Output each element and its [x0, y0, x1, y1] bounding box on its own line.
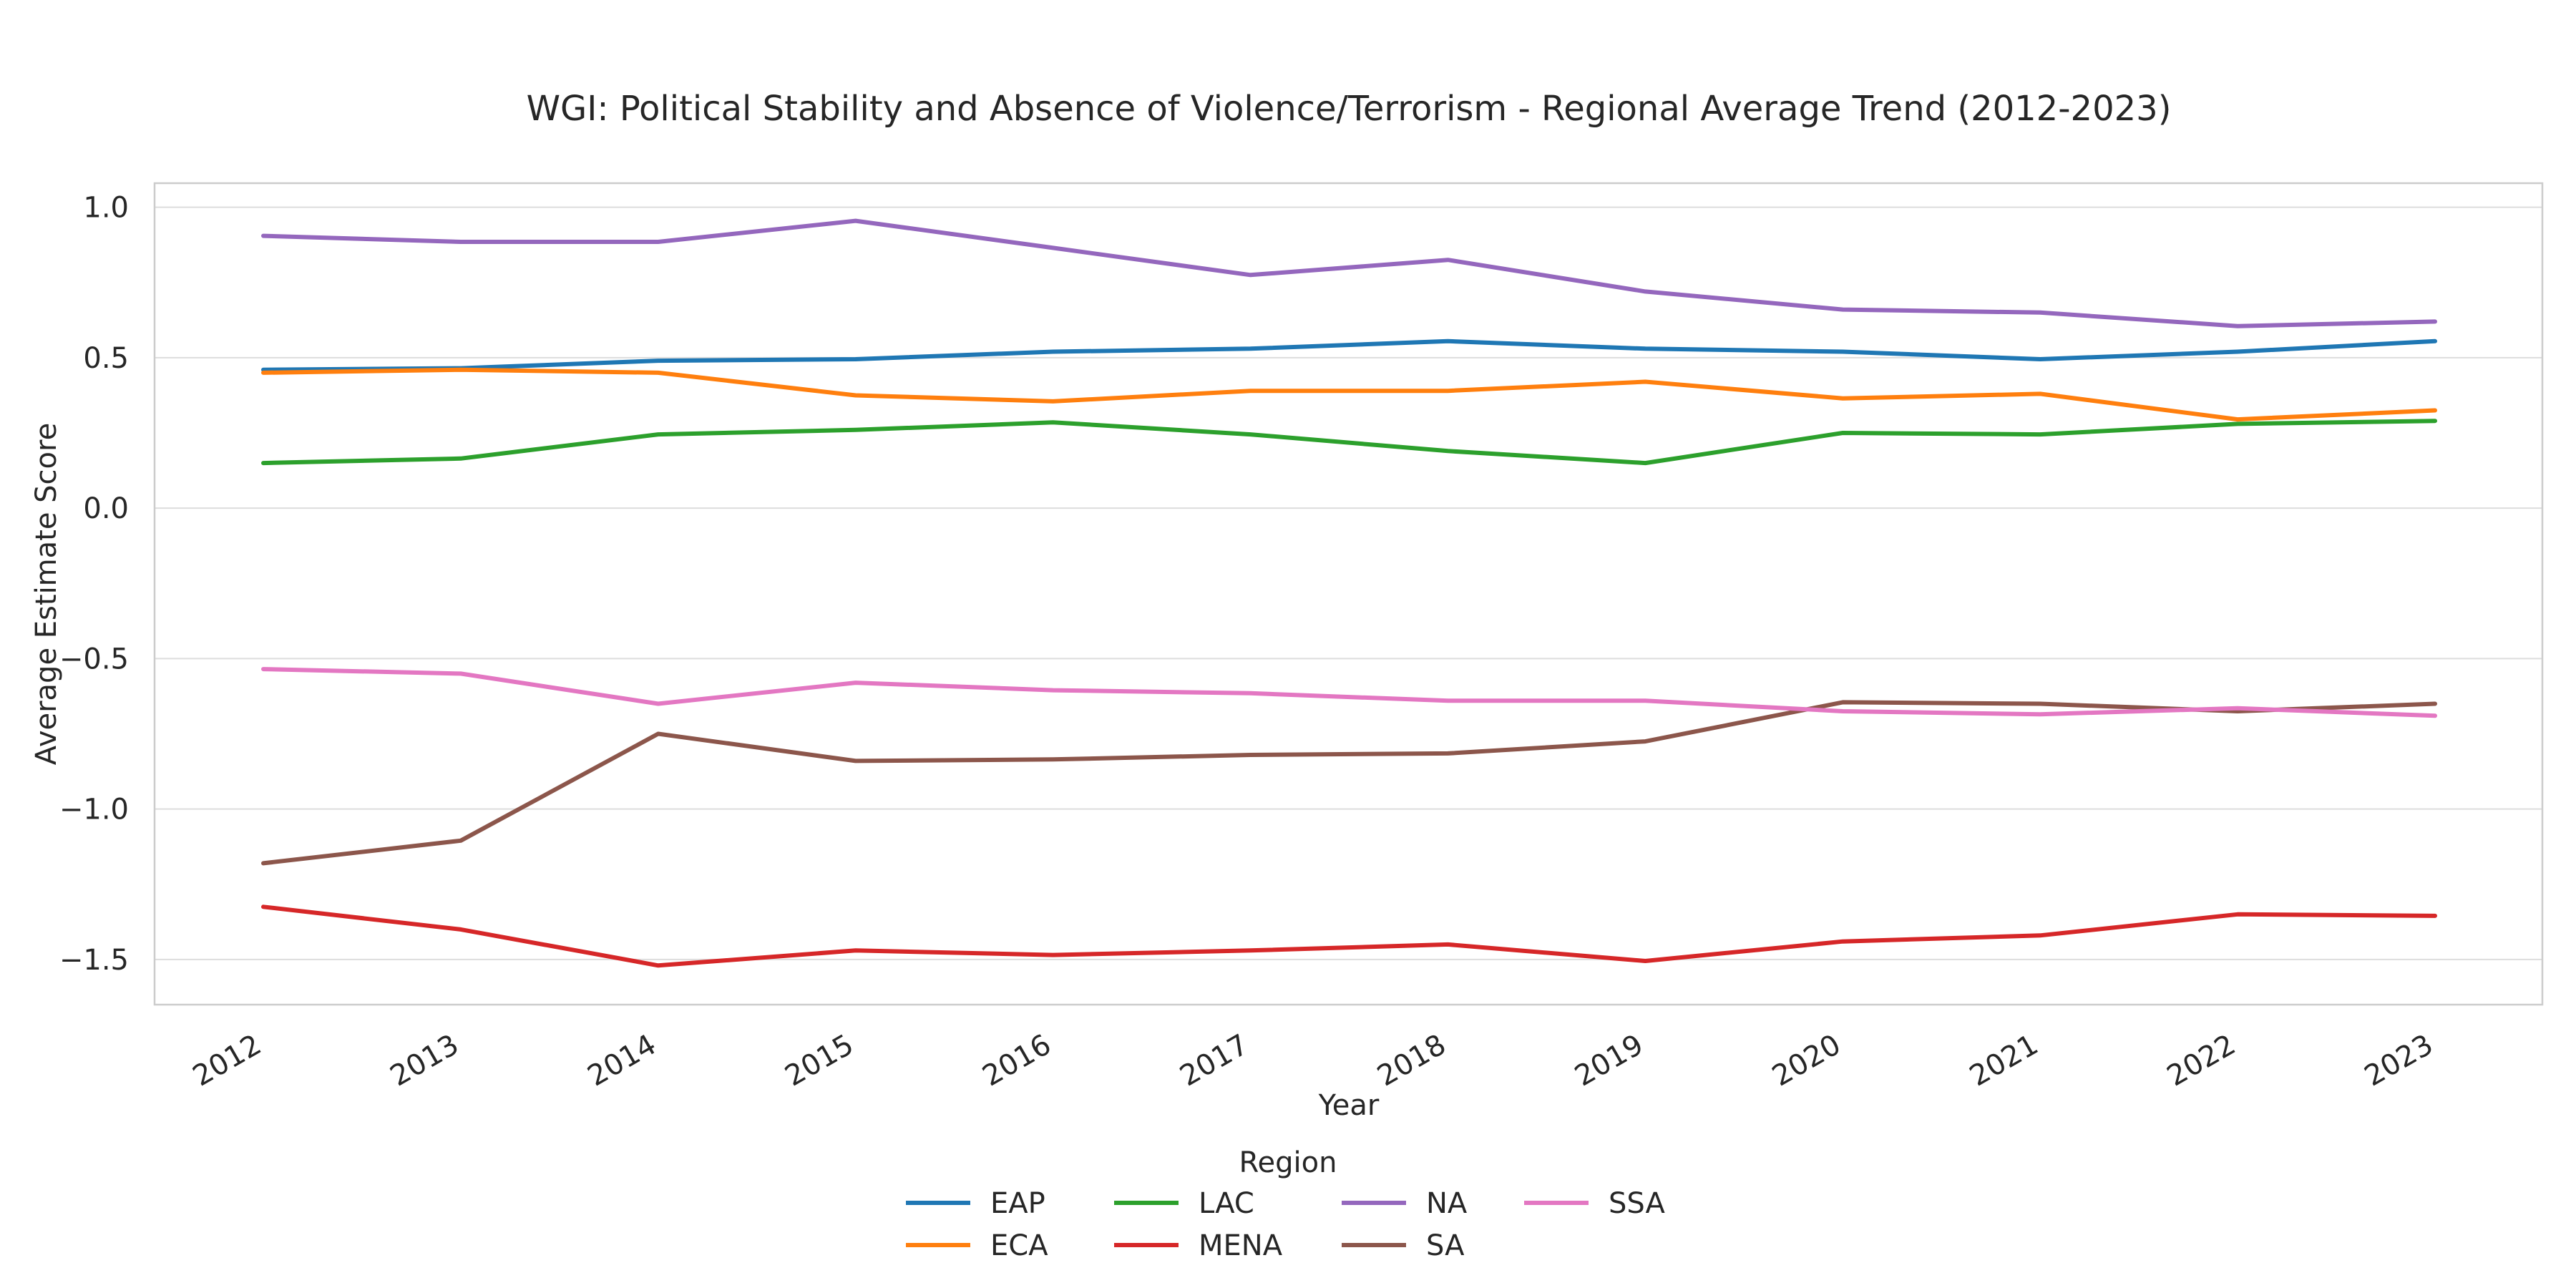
legend-item-eca: ECA [906, 1229, 1048, 1262]
series-lines [261, 218, 2437, 968]
chart-title: WGI: Political Stability and Absence of … [527, 89, 2172, 129]
legend-label: EAP [990, 1187, 1045, 1220]
legend-item-eap: EAP [906, 1187, 1045, 1220]
legend-label: SSA [1609, 1187, 1666, 1220]
y-tick-label: −0.5 [59, 643, 129, 675]
series-line-lac [261, 419, 2437, 466]
series-line-sa [261, 700, 2437, 866]
x-tick-label: 2015 [780, 1028, 859, 1093]
x-tick-label: 2021 [1964, 1028, 2044, 1093]
legend-item-lac: LAC [1114, 1187, 1254, 1220]
legend-label: NA [1426, 1187, 1468, 1220]
x-tick-label: 2016 [977, 1028, 1056, 1093]
legend-label: LAC [1199, 1187, 1254, 1220]
legend-label: MENA [1199, 1229, 1283, 1262]
x-tick-label: 2020 [1767, 1028, 1846, 1093]
legend-item-ssa: SSA [1524, 1187, 1666, 1220]
x-tick-label: 2019 [1569, 1028, 1649, 1093]
legend-item-mena: MENA [1114, 1229, 1283, 1262]
grid-lines [155, 206, 2542, 960]
y-tick-label: 1.0 [83, 192, 129, 225]
x-tick-label: 2022 [2162, 1028, 2241, 1093]
x-tick-label: 2014 [582, 1028, 662, 1093]
x-tick-label: 2023 [2359, 1028, 2439, 1093]
x-axis-label: Year [1318, 1089, 1380, 1122]
series-line-eap [261, 338, 2437, 372]
x-axis-ticks: 2012 2013 2014 2015 2016 2017 2018 2019 2020 2021… [187, 1028, 2439, 1093]
y-tick-label: −1.5 [59, 944, 129, 977]
legend-label: SA [1426, 1229, 1465, 1262]
series-line-eca [261, 367, 2437, 422]
series-line-ssa [261, 667, 2437, 718]
x-tick-label: 2012 [187, 1028, 267, 1093]
y-tick-label: 0.5 [83, 342, 129, 375]
legend-item-sa: SA [1342, 1229, 1465, 1262]
plot-frame [153, 182, 2544, 1006]
legend: EAP ECA LAC MENA NA SA SSA [906, 1187, 1666, 1262]
y-tick-label: −1.0 [59, 794, 129, 826]
y-axis-ticks: 1.0 0.5 0.0 −0.5 −1.0 −1.5 [59, 192, 129, 977]
x-tick-label: 2017 [1174, 1028, 1254, 1093]
legend-title: Region [1239, 1146, 1337, 1179]
y-tick-label: 0.0 [83, 492, 129, 525]
legend-label: ECA [990, 1229, 1048, 1262]
series-line-na [261, 218, 2437, 328]
y-axis-label: Average Estimate Score [30, 423, 63, 765]
series-line-mena [261, 904, 2437, 968]
x-tick-label: 2013 [385, 1028, 464, 1093]
x-tick-label: 2018 [1372, 1028, 1451, 1093]
legend-item-na: NA [1342, 1187, 1468, 1220]
